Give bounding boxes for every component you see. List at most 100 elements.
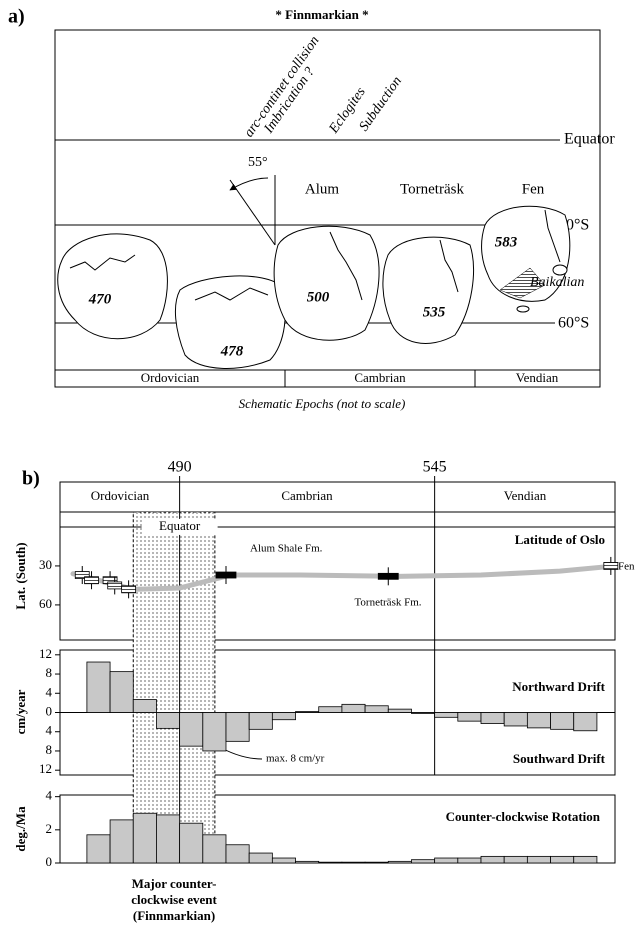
- bar: [388, 709, 411, 712]
- bar: [481, 856, 504, 863]
- chart-title: Counter-clockwise Rotation: [446, 809, 601, 824]
- figure: a) * Finnmarkian * Ordovician Cambrian V…: [0, 0, 644, 925]
- panel-title: * Finnmarkian *: [275, 7, 368, 22]
- bar: [296, 712, 319, 713]
- data-point: [604, 562, 618, 569]
- bar: [180, 713, 203, 747]
- bar: [133, 700, 156, 713]
- bar: [388, 861, 411, 863]
- locality: Fen: [522, 181, 545, 197]
- locality: Torneträsk: [400, 181, 464, 197]
- annotation: Torneträsk Fm.: [354, 597, 421, 609]
- bar: [574, 713, 597, 731]
- chart-title: Northward Drift: [512, 679, 605, 694]
- bar: [527, 856, 550, 863]
- bar: [249, 713, 272, 730]
- bar: [365, 862, 388, 863]
- bar: [319, 707, 342, 713]
- bar: [203, 713, 226, 751]
- bar: [203, 835, 226, 863]
- event-label: clockwise event: [131, 892, 217, 907]
- chart-title: Latitude of Oslo: [515, 532, 605, 547]
- continent-age: 500: [307, 289, 330, 305]
- annotation: Alum Shale Fm.: [250, 543, 323, 555]
- bar: [249, 853, 272, 863]
- bar: [87, 662, 110, 712]
- bar: [435, 858, 458, 863]
- bar: [272, 858, 295, 863]
- epoch: Cambrian: [281, 488, 333, 503]
- chart-subtitle: Southward Drift: [513, 751, 606, 766]
- event-region: [133, 512, 215, 863]
- annotation: Fen: [618, 561, 635, 573]
- caption: Schematic Epochs (not to scale): [239, 396, 406, 411]
- epoch: Cambrian: [354, 370, 406, 385]
- baikalian-label: Baikalian: [530, 275, 584, 290]
- bar: [527, 713, 550, 728]
- event-label: (Finnmarkian): [133, 908, 215, 923]
- island: [517, 306, 529, 312]
- y-tick-label: 4: [46, 684, 53, 699]
- y-tick-label: 0: [46, 854, 53, 869]
- y-axis-label: cm/year: [13, 689, 28, 734]
- y-tick-label: 60: [39, 596, 52, 611]
- bar: [342, 862, 365, 863]
- bar: [226, 845, 249, 863]
- angle-label: 55°: [248, 155, 268, 170]
- latitude-label: 60°S: [558, 315, 589, 332]
- bar: [435, 713, 458, 718]
- y-tick-label: 12: [39, 761, 52, 776]
- latitude-label: Equator: [564, 131, 615, 148]
- bar: [133, 813, 156, 863]
- bar: [411, 713, 434, 714]
- annotation: max. 8 cm/yr: [266, 753, 325, 765]
- x-tick-label: 490: [168, 459, 192, 476]
- data-point: [122, 586, 136, 593]
- bar: [365, 706, 388, 713]
- panel-label: a): [8, 6, 25, 28]
- bar: [319, 862, 342, 863]
- y-axis-label: deg./Ma: [13, 806, 28, 852]
- y-tick-label: 12: [39, 646, 52, 661]
- island: [553, 265, 567, 275]
- bar: [110, 672, 133, 713]
- epoch: Ordovician: [91, 488, 150, 503]
- epoch: Vendian: [516, 370, 559, 385]
- bar: [458, 713, 481, 722]
- data-point: [108, 582, 122, 589]
- y-tick-label: 8: [46, 742, 53, 757]
- continent-age: 583: [495, 234, 518, 250]
- y-axis-label: Lat. (South): [13, 542, 28, 609]
- y-tick-label: 4: [46, 788, 53, 803]
- bar: [110, 820, 133, 863]
- data-point: [378, 573, 398, 579]
- y-tick-label: 2: [46, 821, 53, 836]
- bar: [504, 856, 527, 863]
- bar: [574, 856, 597, 863]
- y-tick-label: 8: [46, 665, 53, 680]
- bar: [504, 713, 527, 726]
- bar: [481, 713, 504, 724]
- bar: [458, 858, 481, 863]
- locality: Alum: [305, 181, 340, 197]
- annotation: Subduction: [357, 74, 405, 134]
- panel-label: b): [22, 468, 40, 490]
- data-point: [85, 577, 99, 584]
- continent-age: 470: [88, 291, 112, 307]
- epoch: Ordovician: [141, 370, 200, 385]
- bar: [551, 713, 574, 730]
- bar: [87, 835, 110, 863]
- continent: [383, 237, 474, 343]
- bar: [342, 704, 365, 712]
- angle-line: [230, 180, 275, 245]
- event-label: Major counter-: [132, 876, 217, 891]
- y-tick-label: 0: [46, 703, 53, 718]
- reference-label: Equator: [159, 518, 201, 533]
- bar: [272, 713, 295, 720]
- y-tick-label: 4: [46, 723, 53, 738]
- data-point: [216, 572, 236, 578]
- y-tick-label: 30: [39, 557, 52, 572]
- bar: [156, 815, 179, 863]
- bar: [411, 860, 434, 863]
- bar: [180, 823, 203, 863]
